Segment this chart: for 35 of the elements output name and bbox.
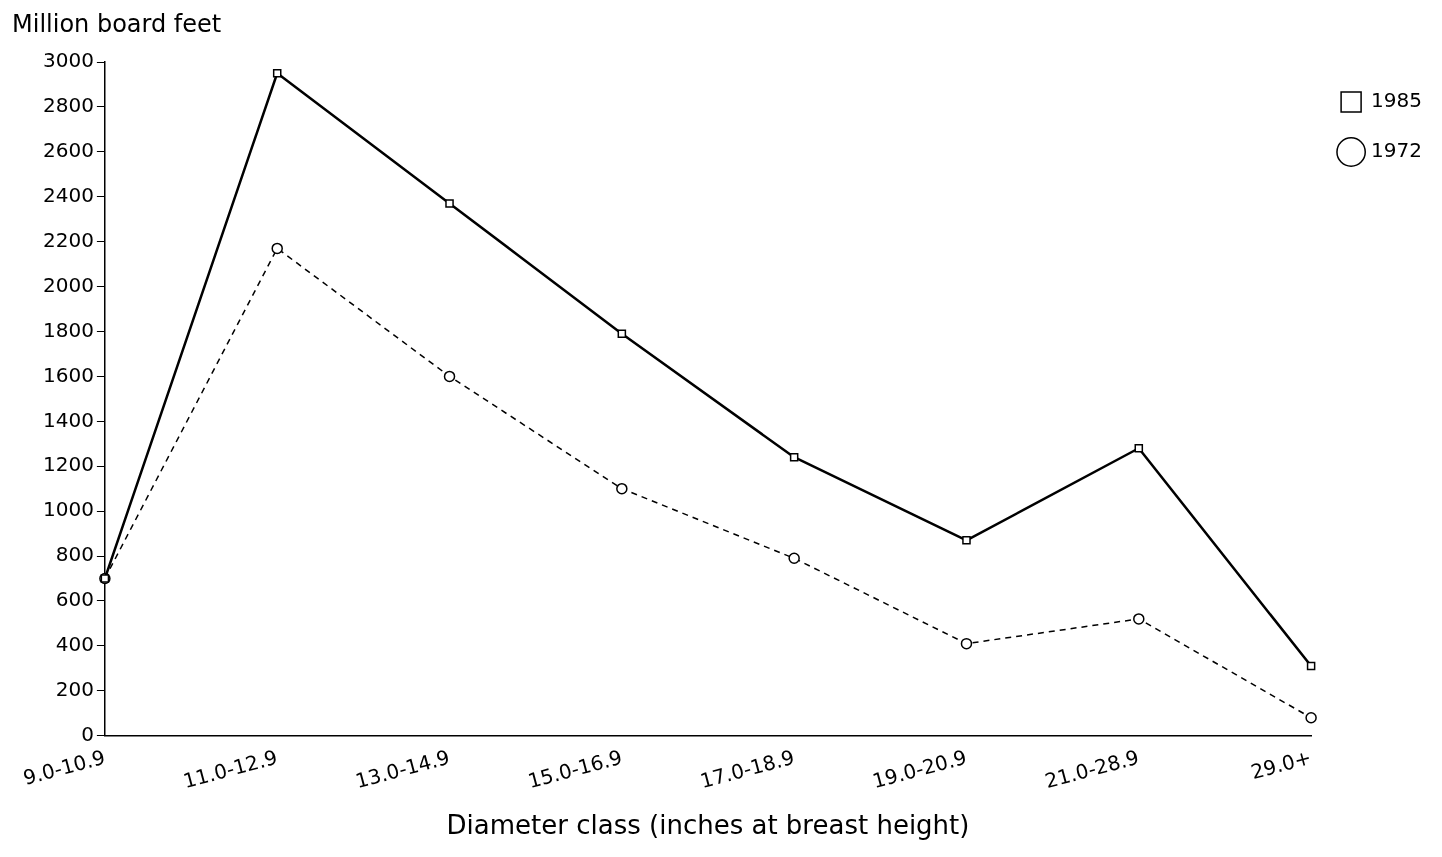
point	[962, 536, 971, 545]
y-tick-label: 800	[55, 542, 94, 567]
point	[960, 637, 973, 650]
point	[1305, 711, 1317, 724]
point	[788, 552, 800, 565]
y-tick-label: 1000	[42, 497, 94, 522]
point	[1134, 443, 1144, 453]
point	[617, 329, 627, 339]
y-tick-label: 2400	[42, 182, 94, 207]
y-tick-label: 1800	[42, 317, 94, 342]
legend-label: 1972	[1371, 138, 1423, 163]
y-tick-label: 2600	[42, 138, 94, 163]
point	[1133, 613, 1145, 625]
x-axis-title: Diameter class (inches at breast height)	[446, 810, 970, 841]
y-axis-title: Million board feet	[12, 10, 222, 39]
y-tick-label: 2200	[42, 227, 94, 252]
point	[272, 68, 282, 78]
y-tick-label: 200	[55, 676, 94, 701]
y-tick-label: 1600	[42, 362, 94, 387]
point	[1306, 661, 1316, 671]
y-tick-label: 0	[81, 721, 94, 746]
point	[443, 370, 456, 383]
point	[616, 482, 628, 495]
y-tick-label: 2800	[42, 93, 94, 118]
y-tick-label: 2000	[42, 272, 94, 297]
y-tick-label: 600	[55, 587, 94, 612]
y-tick-label: 3000	[42, 48, 94, 73]
point	[445, 199, 454, 208]
legend-label: 1985	[1371, 88, 1423, 113]
point	[271, 242, 283, 255]
y-tick-label: 400	[55, 632, 94, 657]
x-tick-label: 29.0+	[1248, 744, 1314, 785]
point	[789, 452, 799, 462]
y-tick-label: 1200	[42, 452, 94, 477]
y-tick-label: 1400	[42, 407, 94, 432]
